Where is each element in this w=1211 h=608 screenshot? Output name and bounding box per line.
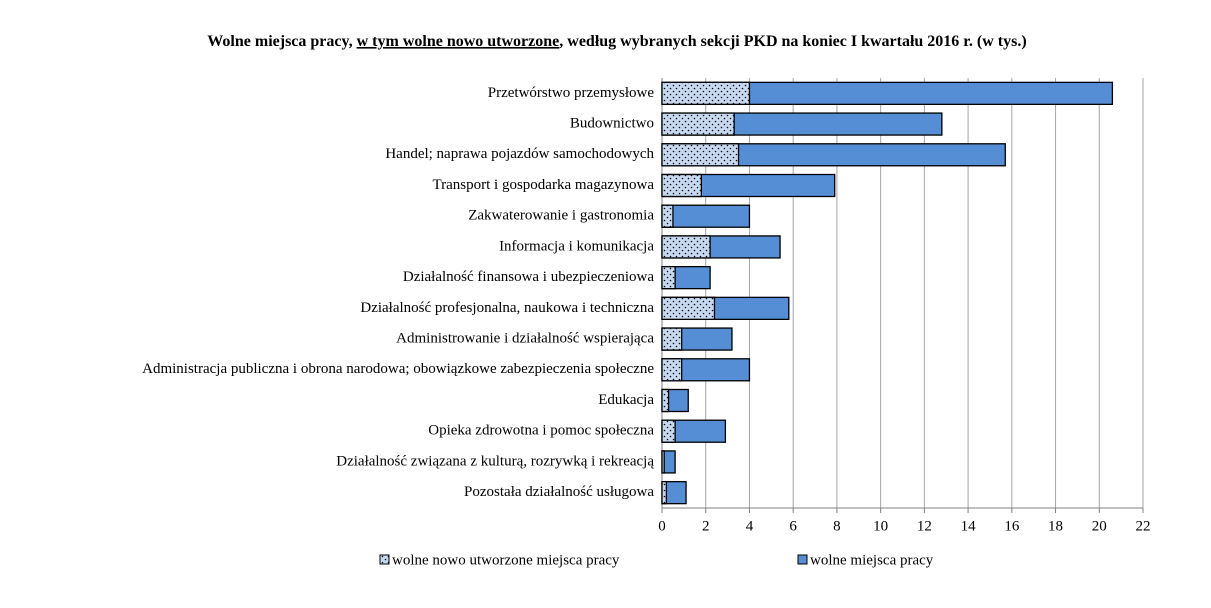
y-tick-label: Administrowanie i działalność wspierając…: [396, 331, 654, 347]
y-tick-label: Działalność finansowa i ubezpieczeniowa: [403, 269, 654, 285]
bar: [661, 327, 683, 351]
bar: [661, 112, 735, 136]
x-tick-label: 20: [1092, 518, 1107, 534]
x-tick-label: 22: [1136, 518, 1151, 534]
y-tick-label: Edukacja: [598, 392, 654, 408]
bar: [661, 173, 703, 198]
legend-swatch: [797, 554, 808, 565]
bar: [661, 235, 711, 259]
bar: [661, 388, 670, 413]
y-tick-label: Działalność związana z kulturą, rozrywką…: [336, 453, 654, 469]
x-tick-label: 14: [961, 518, 977, 534]
y-tick-label: Informacja i komunikacja: [499, 238, 654, 254]
y-tick-label: Działalność profesjonalna, naukowa i tec…: [360, 300, 654, 316]
x-tick-label: 10: [873, 518, 888, 534]
legend-label: wolne miejsca pracy: [810, 552, 934, 568]
x-tick-label: 16: [1004, 518, 1020, 534]
y-tick-label: Handel; naprawa pojazdów samochodowych: [385, 146, 654, 162]
x-tick-label: 8: [833, 518, 841, 534]
x-tick-label: 6: [789, 518, 797, 534]
x-tick-label: 0: [658, 518, 666, 534]
bar: [661, 450, 665, 474]
bar: [661, 265, 676, 290]
y-tick-label: Zakwaterowanie i gastronomia: [468, 208, 654, 224]
bar: [661, 480, 668, 505]
x-tick-label: 2: [702, 518, 710, 534]
title-part-underlined: w tym wolne nowo utworzone: [357, 33, 560, 50]
title-part: , według wybranych sekcji PKD na koniec …: [559, 33, 1026, 50]
bar: [661, 296, 716, 321]
bar: [661, 204, 674, 228]
x-tick-label: 18: [1048, 518, 1063, 534]
title-part: Wolne miejsca pracy,: [207, 33, 356, 50]
y-tick-label: Opieka zdrowotna i pomoc społeczna: [428, 423, 654, 439]
bar: [661, 419, 676, 443]
bar: [661, 81, 751, 106]
chart-title: Wolne miejsca pracy, w tym wolne nowo ut…: [207, 33, 1026, 50]
bar: [661, 358, 683, 382]
bar: [661, 143, 740, 167]
x-tick-label: 4: [746, 518, 754, 534]
y-tick-label: Przetwórstwo przemysłowe: [488, 85, 655, 101]
legend-swatch: [379, 554, 390, 565]
y-tick-label: Transport i gospodarka magazynowa: [433, 177, 655, 193]
y-tick-label: Pozostała działalność usługowa: [464, 484, 654, 500]
bar: [661, 204, 751, 228]
legend-label: wolne nowo utworzone miejsca pracy: [392, 552, 620, 568]
y-tick-label: Administracja publiczna i obrona narodow…: [142, 361, 654, 377]
x-tick-label: 12: [917, 518, 932, 534]
y-tick-label: Budownictwo: [570, 116, 654, 132]
